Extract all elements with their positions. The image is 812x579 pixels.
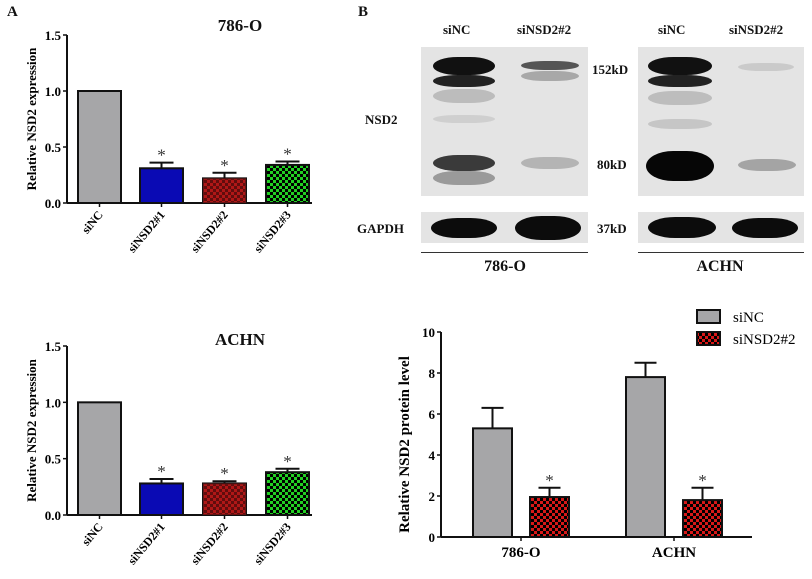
row-label-gapdh: GAPDH	[357, 221, 404, 236]
svg-text:0.0: 0.0	[45, 508, 61, 523]
svg-text:0.5: 0.5	[45, 140, 62, 155]
blot-gapdh-786o	[421, 212, 588, 243]
svg-text:Relative NSD2 expression: Relative NSD2 expression	[24, 358, 39, 502]
svg-text:*: *	[157, 462, 166, 481]
blot-nsd2-achn	[638, 47, 804, 196]
svg-text:Relative NSD2 expression: Relative NSD2 expression	[24, 47, 39, 191]
svg-text:siNC: siNC	[733, 310, 764, 326]
svg-text:*: *	[157, 146, 166, 165]
svg-text:*: *	[545, 471, 554, 490]
lane-label-786o-sinc: siNC	[443, 22, 471, 37]
underline-achn	[638, 252, 804, 253]
cell-line-label-786o: 786-O	[484, 258, 526, 275]
svg-text:0: 0	[429, 530, 436, 545]
svg-text:2: 2	[429, 489, 436, 504]
svg-text:*: *	[698, 471, 707, 490]
svg-text:*: *	[283, 145, 292, 164]
row-label-nsd2: NSD2	[365, 112, 398, 127]
svg-text:siNSD2#2: siNSD2#2	[733, 332, 796, 348]
lane-label-786o-sinsd2: siNSD2#2	[517, 22, 572, 37]
svg-text:ACHN: ACHN	[652, 545, 696, 561]
lane-label-achn-sinc: siNC	[658, 22, 686, 37]
marker-152kd: 152kD	[592, 62, 629, 77]
svg-text:8: 8	[429, 366, 436, 381]
svg-text:*: *	[283, 452, 292, 471]
panel-label-a: A	[7, 4, 18, 20]
svg-text:0.5: 0.5	[45, 452, 62, 467]
cell-line-label-achn: ACHN	[696, 258, 744, 275]
panel-label-b: B	[358, 4, 369, 20]
svg-text:786-O: 786-O	[501, 545, 540, 561]
svg-text:6: 6	[429, 407, 436, 422]
svg-text:1.0: 1.0	[45, 84, 61, 99]
svg-text:4: 4	[429, 448, 436, 463]
svg-text:1.5: 1.5	[45, 339, 62, 354]
svg-text:0.0: 0.0	[45, 196, 61, 211]
svg-text:1.0: 1.0	[45, 395, 61, 410]
lane-label-achn-sinsd2: siNSD2#2	[729, 22, 784, 37]
chart-title-786o: 786-O	[217, 16, 263, 35]
marker-37kd: 37kD	[597, 221, 627, 236]
svg-text:*: *	[220, 156, 229, 175]
svg-text:10: 10	[422, 325, 435, 340]
svg-text:1.5: 1.5	[45, 28, 62, 43]
blot-nsd2-786o	[421, 47, 588, 196]
svg-text:Relative NSD2 protein level: Relative NSD2 protein level	[397, 356, 413, 533]
chart-title-achn: ACHN	[214, 330, 266, 349]
blot-gapdh-achn	[638, 212, 804, 243]
marker-80kd: 80kD	[597, 157, 627, 172]
svg-text:*: *	[220, 464, 229, 483]
underline-786o	[421, 252, 588, 253]
